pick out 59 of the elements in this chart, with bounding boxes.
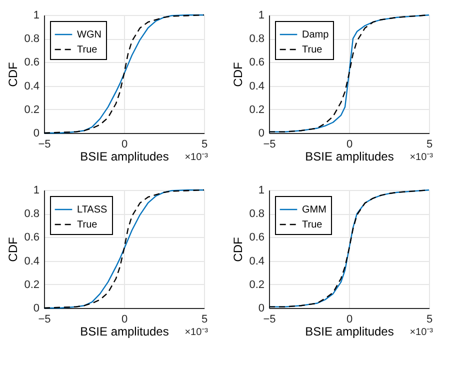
y-tick-label: 1 [33, 184, 40, 196]
y-tick-label: 0.6 [24, 56, 40, 69]
x-tick-label: 5 [426, 314, 433, 326]
legend-label: True [302, 220, 323, 230]
x-tick-label: −5 [263, 314, 276, 326]
legend-label: Damp [302, 30, 330, 40]
y-axis-title: CDF [231, 237, 246, 262]
y-tick-label: 1 [258, 10, 264, 22]
y-tick-label: 0.8 [24, 33, 40, 46]
text: ×10⁻³ [410, 152, 434, 163]
y-tick-label: 0.6 [24, 232, 40, 244]
y-tick-label: 0.4 [249, 80, 264, 92]
x-tick-label: 5 [201, 314, 208, 326]
x-tick-label: −5 [263, 138, 276, 150]
text: ×10⁻³ [184, 152, 209, 163]
x-tick-label: 0 [121, 138, 128, 150]
x-axis-title: BSIE amplitudes [305, 324, 394, 338]
y-axis-title: CDF [231, 62, 246, 87]
y-tick-label: 0.8 [249, 208, 264, 220]
x-tick-label: 5 [426, 138, 433, 150]
y-tick-label: 0.2 [249, 104, 264, 116]
y-tick-label: 0.8 [24, 208, 40, 220]
y-tick-label: 0 [258, 302, 264, 314]
legend-label: GMM [302, 204, 326, 216]
x-tick-label: 0 [346, 314, 353, 326]
legend-label: LTASS [77, 204, 108, 216]
legend-label: True [302, 44, 323, 56]
y-tick-label: 0.6 [249, 232, 264, 244]
y-tick-label: 0.2 [249, 278, 264, 291]
line-series [268, 189, 430, 308]
x-tick-label: −5 [38, 138, 51, 150]
legend-label: True [77, 220, 98, 230]
x-axis-title: BSIE amplitudes [80, 324, 169, 338]
x-tick-label: 0 [121, 314, 128, 326]
legend-label: True [77, 44, 98, 56]
y-tick-label: 0.8 [249, 33, 264, 46]
y-tick-label: 0 [258, 128, 264, 140]
y-tick-label: 0 [33, 302, 40, 314]
y-tick-label: 0.2 [24, 104, 40, 116]
y-tick-label: 1 [33, 10, 40, 22]
line-series [43, 189, 205, 309]
x-axis-title: BSIE amplitudes [80, 150, 169, 164]
y-axis-title: CDF [6, 62, 20, 87]
y-tick-label: 1 [258, 184, 264, 196]
legend-label: WGN [77, 30, 102, 40]
y-tick-label: 0.4 [249, 255, 264, 268]
y-tick-label: 0.6 [249, 56, 264, 69]
text: ×10⁻³ [184, 327, 209, 338]
y-tick-label: 0.4 [24, 80, 40, 92]
x-tick-label: −5 [38, 314, 51, 326]
x-axis-title: BSIE amplitudes [305, 150, 394, 164]
y-axis-title: CDF [6, 237, 20, 262]
line-series [43, 14, 205, 134]
x-tick-label: 5 [201, 138, 208, 150]
y-tick-label: 0 [33, 128, 40, 140]
text: ×10⁻³ [410, 327, 434, 338]
y-tick-label: 0.4 [24, 255, 40, 268]
x-tick-label: 0 [346, 138, 353, 150]
y-tick-label: 0.2 [24, 278, 40, 291]
